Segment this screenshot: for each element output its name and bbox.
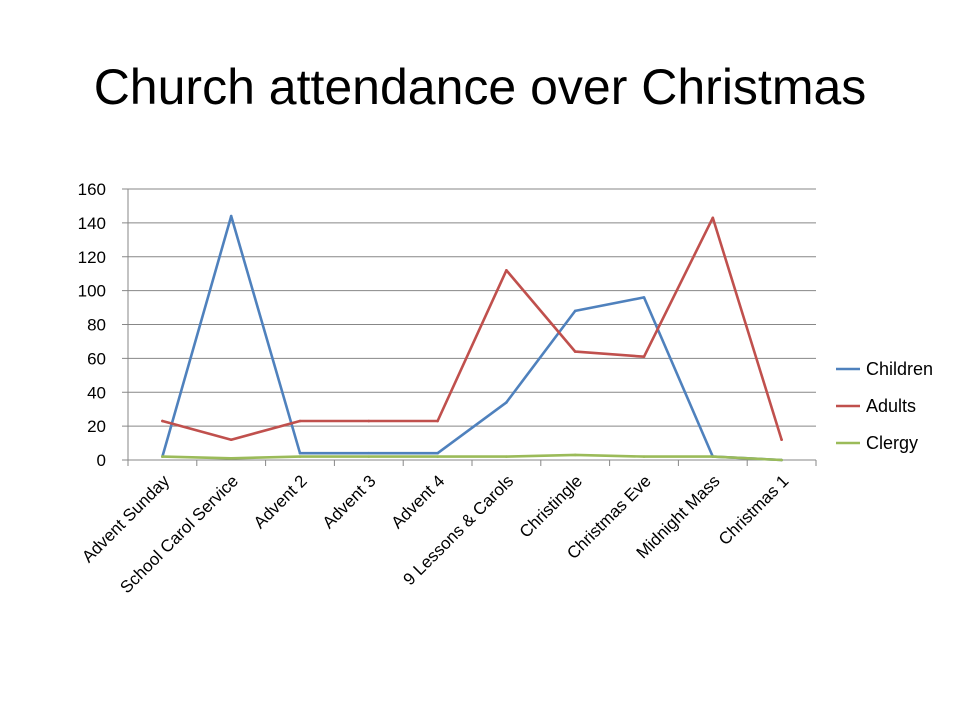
x-category-label: Advent 2 — [250, 471, 311, 532]
gridlines — [128, 188, 816, 427]
y-tick-label: 40 — [87, 383, 106, 402]
x-category-label: Advent 3 — [319, 471, 380, 532]
data-point-clergy — [711, 455, 715, 458]
legend: Children Adults Clergy — [836, 359, 933, 453]
y-tick-labels: 0 20 40 60 80 100 120 140 160 — [78, 180, 106, 470]
data-point-adults — [711, 216, 715, 220]
data-point-adults — [298, 419, 302, 423]
data-point-clergy — [229, 457, 233, 460]
x-category-label: School Carol Service — [116, 471, 242, 597]
data-point-children — [229, 214, 233, 218]
data-point-adults — [161, 419, 164, 423]
y-tick-label: 100 — [78, 282, 106, 301]
data-point-clergy — [367, 455, 371, 458]
data-point-adults — [505, 269, 508, 272]
y-tick-label: 160 — [78, 180, 106, 199]
x-category-label: Christingle — [516, 471, 586, 541]
data-point-children — [436, 451, 439, 455]
data-point-clergy — [436, 455, 439, 458]
chart-title: Church attendance over Christmas — [93, 59, 867, 115]
y-tick-label: 120 — [78, 248, 106, 267]
series-lines — [161, 214, 783, 462]
legend-label-clergy: Clergy — [866, 433, 918, 453]
y-tick-label: 80 — [87, 316, 106, 335]
data-point-adults — [367, 419, 371, 423]
data-point-clergy — [573, 453, 577, 457]
data-point-children — [298, 451, 302, 455]
y-tick-label: 140 — [78, 214, 106, 233]
data-point-children — [505, 401, 508, 404]
y-tick-label: 60 — [87, 349, 106, 368]
data-point-adults — [573, 350, 577, 353]
series-line-adults — [161, 216, 783, 442]
data-point-clergy — [642, 455, 646, 458]
data-point-children — [367, 451, 371, 455]
series-line-children — [161, 214, 783, 462]
data-point-children — [642, 296, 646, 299]
legend-label-children: Children — [866, 359, 933, 379]
legend-label-adults: Adults — [866, 396, 916, 416]
x-category-label: Christmas 1 — [715, 471, 793, 549]
data-point-adults — [436, 419, 439, 423]
data-point-clergy — [161, 455, 164, 458]
y-tick-label: 20 — [87, 417, 106, 436]
data-point-clergy — [505, 455, 508, 458]
data-point-children — [573, 309, 577, 313]
data-point-adults — [642, 355, 646, 358]
y-tick-label: 0 — [97, 451, 106, 470]
series-line-clergy — [161, 453, 783, 462]
data-point-clergy — [780, 458, 783, 462]
data-point-adults — [780, 438, 783, 441]
axes — [122, 188, 817, 466]
data-point-adults — [229, 438, 233, 441]
x-category-label: Advent 4 — [388, 471, 449, 532]
data-point-clergy — [298, 455, 302, 458]
